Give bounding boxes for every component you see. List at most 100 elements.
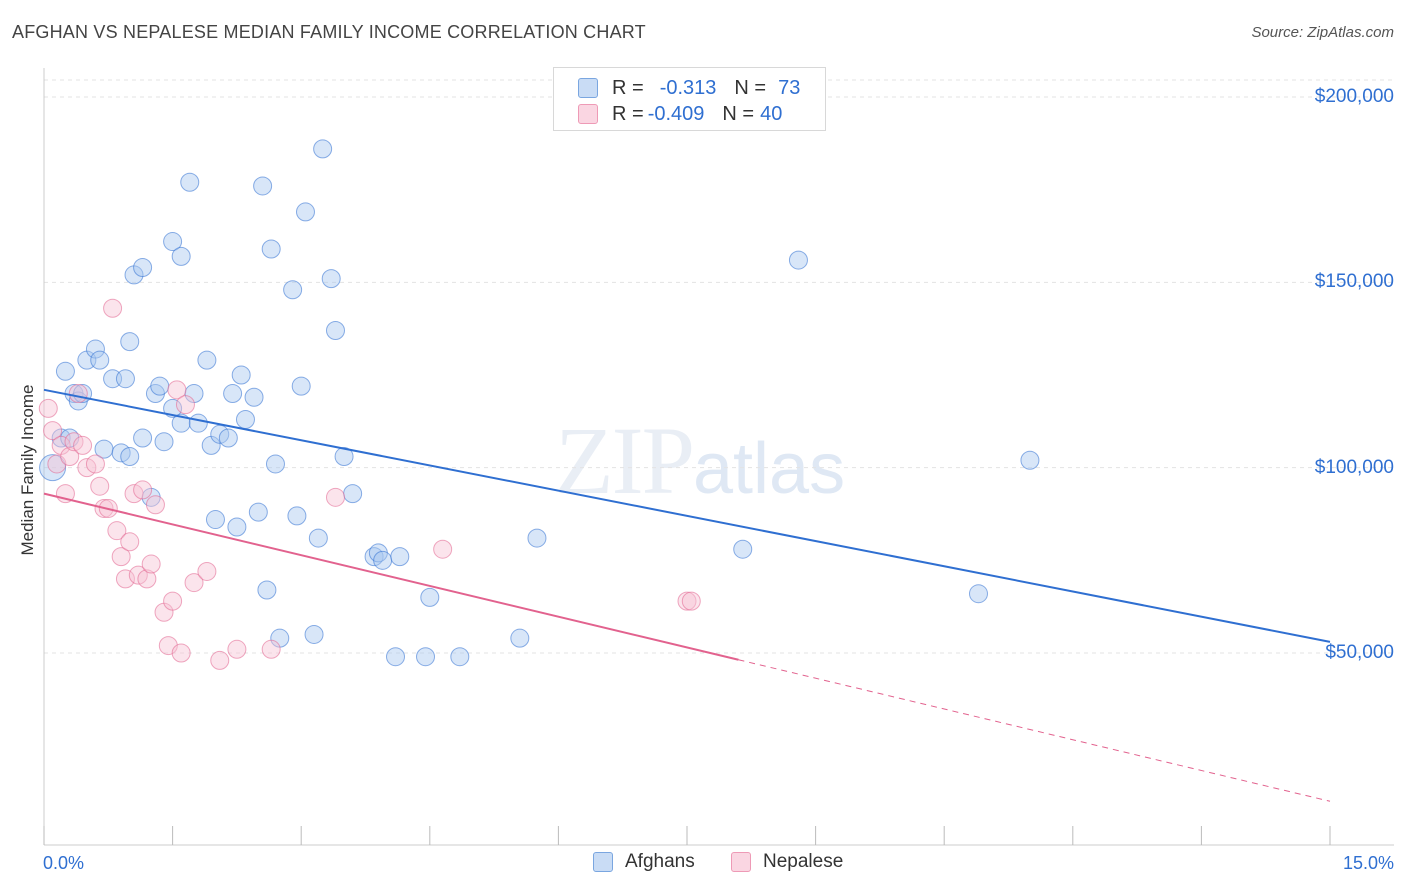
legend-n-label: N =: [722, 102, 755, 125]
afghans-point: [120, 447, 140, 467]
nepalese-point: [115, 569, 135, 589]
y-tick-label: $150,000: [1314, 271, 1394, 293]
afghans-trend-line: [43, 388, 1331, 643]
afghans-point: [163, 398, 183, 418]
nepalese-point: [175, 395, 195, 415]
legend-n-value: 40: [760, 102, 783, 125]
afghans-point: [265, 454, 285, 474]
nepalese-point: [171, 643, 191, 663]
afghans-point: [295, 202, 315, 222]
nepalese-swatch: [731, 852, 751, 872]
afghans-point: [321, 269, 341, 289]
x-tick-label-max: 15.0%: [1342, 853, 1394, 873]
nepalese-point: [103, 298, 123, 318]
afghans-point: [133, 258, 153, 278]
afghans-point: [150, 376, 170, 396]
legend-r-value: -0.409: [647, 102, 705, 125]
afghans-point: [235, 409, 255, 429]
legend-r-value: -0.313: [659, 76, 717, 99]
nepalese-point: [210, 650, 230, 670]
nepalese-point: [133, 480, 153, 500]
nepalese-point: [325, 487, 345, 507]
afghans-point: [390, 547, 410, 567]
y-axis-label: Median Family Income: [18, 384, 37, 556]
x-tick-label-min: 0.0%: [43, 853, 85, 873]
y-tick-label: $50,000: [1325, 642, 1394, 663]
afghans-point: [120, 332, 140, 352]
afghans-point: [450, 647, 470, 667]
afghans-point: [261, 239, 281, 259]
legend-row-nepalese: R = -0.409 N = 40: [578, 102, 782, 126]
nepalese-point: [681, 591, 701, 611]
afghans-point: [180, 172, 200, 192]
afghans-point: [55, 361, 75, 381]
nepalese-point: [145, 495, 165, 515]
legend-swatch-afghans: [578, 78, 598, 98]
series-legend: Afghans Nepalese: [0, 851, 1406, 877]
afghans-point: [188, 413, 208, 433]
nepalese-point: [184, 573, 204, 593]
afghans-point: [308, 528, 328, 548]
legend-n-value: 73: [778, 76, 801, 99]
nepalese-point: [137, 569, 157, 589]
afghans-point: [527, 528, 547, 548]
nepalese-point: [261, 639, 281, 659]
nepalese-point: [167, 380, 187, 400]
afghans-point: [304, 624, 324, 644]
legend-r-label: R =: [612, 102, 644, 125]
afghans-point: [968, 584, 988, 604]
afghans-point: [287, 506, 307, 526]
y-tick-label: $200,000: [1314, 86, 1394, 107]
chart-title: AFGHAN VS NEPALESE MEDIAN FAMILY INCOME …: [12, 22, 646, 42]
nepalese-point: [677, 591, 697, 611]
correlation-legend: R = -0.313 N = 73 R = -0.409 N = 40: [553, 67, 826, 131]
afghans-point: [334, 447, 354, 467]
nepalese-point: [85, 454, 105, 474]
afghans-point: [218, 428, 238, 448]
legend-swatch-nepalese: [578, 104, 598, 124]
nepalese-point: [90, 476, 110, 496]
afghans-point: [313, 139, 333, 159]
afghans-point: [205, 510, 225, 530]
nepalese-point: [107, 521, 127, 541]
nepalese-trend-line: [43, 492, 739, 661]
legend-r-label: R =: [612, 76, 644, 99]
afghans-point: [283, 280, 303, 300]
afghans-point: [154, 432, 174, 452]
afghans-swatch: [593, 852, 613, 872]
legend-item-afghans[interactable]: Afghans: [593, 851, 695, 873]
afghans-point: [244, 387, 264, 407]
nepalese-point: [38, 398, 58, 418]
afghans-point: [257, 580, 277, 600]
legend-n-label: N =: [734, 76, 767, 99]
afghans-point: [197, 350, 217, 370]
afghans-point: [231, 365, 251, 385]
afghans-point: [1020, 450, 1040, 470]
nepalese-point: [163, 591, 183, 611]
afghans-point: [788, 250, 808, 270]
afghans-point: [90, 350, 110, 370]
afghans-point: [115, 369, 135, 389]
nepalese-point: [111, 547, 131, 567]
nepalese-point: [73, 435, 93, 455]
afghans-point: [248, 502, 268, 522]
afghans-point: [85, 339, 105, 359]
source-label: Source: ZipAtlas.com: [1251, 24, 1394, 41]
afghans-point: [133, 428, 153, 448]
afghans-point: [227, 517, 247, 537]
afghans-point: [291, 376, 311, 396]
legend-item-nepalese[interactable]: Nepalese: [731, 851, 843, 873]
y-tick-label: $100,000: [1314, 456, 1394, 478]
nepalese-point: [141, 554, 161, 574]
nepalese-point: [227, 639, 247, 659]
nepalese-point: [197, 561, 217, 581]
afghans-point: [386, 647, 406, 667]
afghans-point: [253, 176, 273, 196]
afghans-point: [416, 647, 436, 667]
afghans-point: [373, 550, 393, 570]
nepalese-point: [68, 384, 88, 404]
nepalese-point: [60, 447, 80, 467]
afghans-point: [420, 587, 440, 607]
nepalese-point: [120, 532, 140, 552]
